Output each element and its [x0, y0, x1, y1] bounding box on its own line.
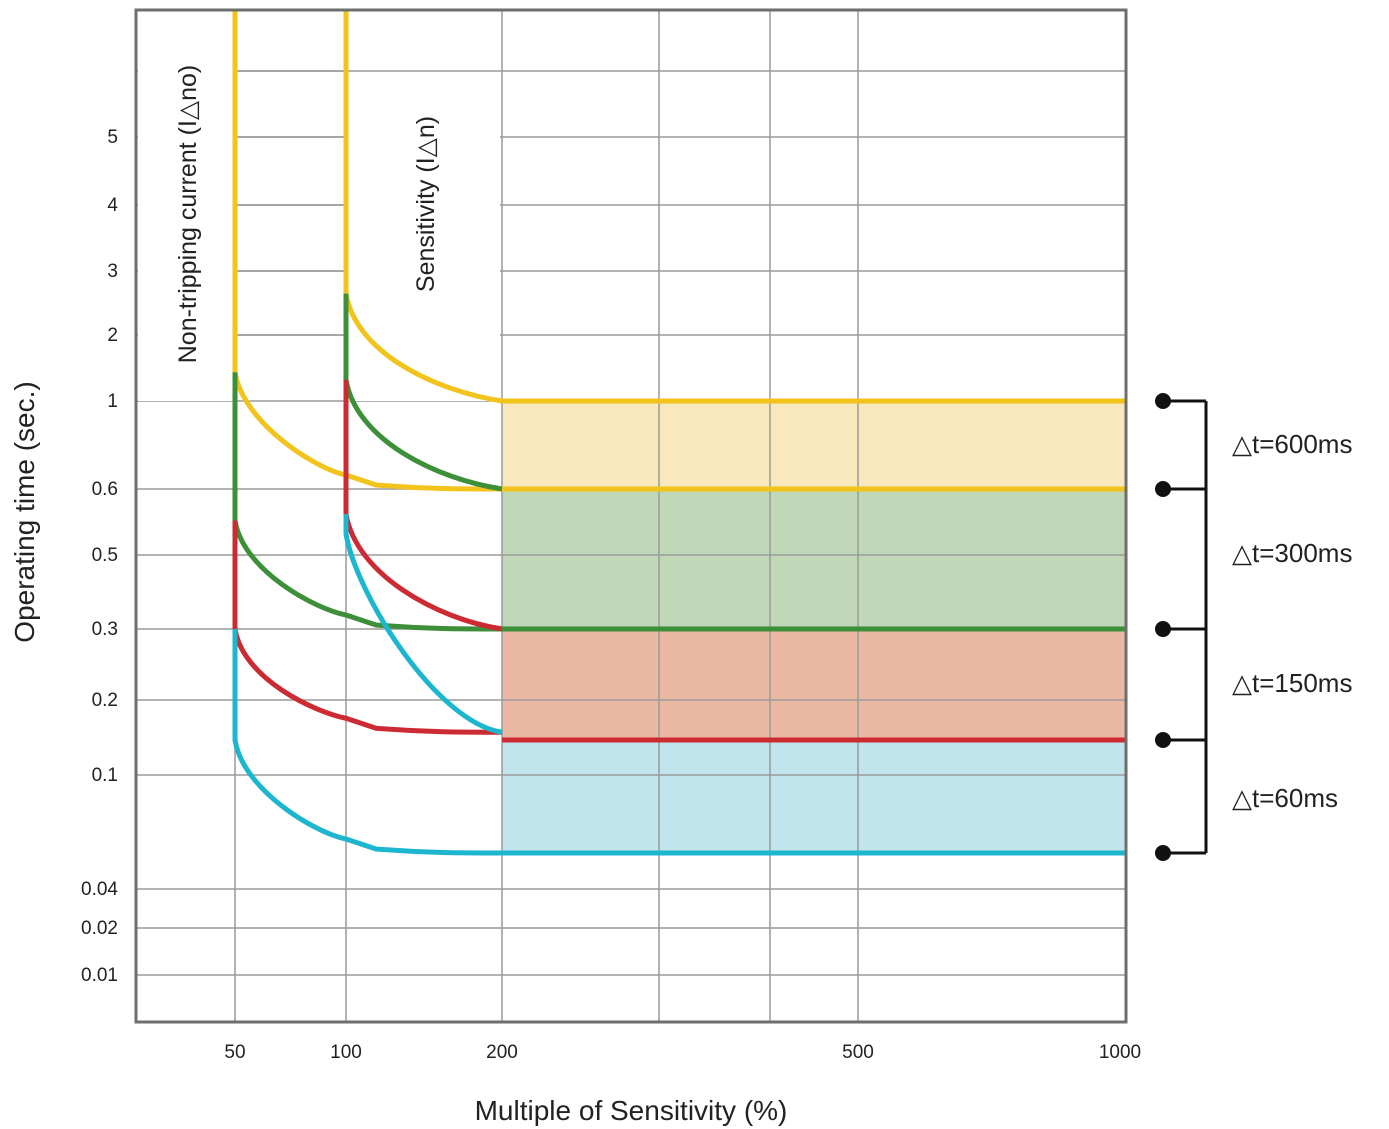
x-tick-label: 200	[486, 1042, 518, 1063]
y-tick-label: 0.1	[92, 765, 118, 786]
x-tick-label: 50	[224, 1042, 245, 1063]
non-tripping-annotation: Non-tripping current (I△no)	[174, 65, 202, 364]
delta-t-label: △t=300ms	[1232, 538, 1352, 568]
y-tick-label: 0.04	[81, 879, 118, 900]
x-tick-label: 100	[330, 1042, 362, 1063]
delta-t-label: △t=60ms	[1232, 783, 1338, 813]
y-axis-ticks: 5 4 3 2 1 0.6 0.5 0.3 0.2 0.1 0.04 0.02 0.01	[81, 127, 118, 986]
bracket-dot	[1155, 621, 1171, 637]
curve-sensitivity	[343, 513, 503, 735]
y-tick-label: 0.3	[92, 619, 118, 640]
delta-t-bracket	[1155, 393, 1208, 861]
bracket-dot	[1155, 732, 1171, 748]
delta-t-band	[502, 489, 1126, 629]
y-tick-label: 2	[107, 325, 118, 346]
delta-t-bands	[502, 401, 1126, 853]
curve-sensitivity	[343, 379, 503, 632]
x-axis-ticks: 50 100 200 500 1000	[224, 1042, 1141, 1063]
curve-non-tripping	[232, 520, 503, 735]
y-tick-label: 4	[107, 195, 118, 216]
tripping-curves	[232, 10, 1126, 856]
y-tick-label: 0.2	[92, 690, 118, 711]
delta-t-labels: △t=600ms △t=300ms △t=150ms △t=60ms	[1232, 429, 1352, 813]
bracket-dot	[1155, 481, 1171, 497]
y-tick-label: 5	[107, 127, 118, 148]
delta-t-band	[502, 401, 1126, 489]
y-tick-label: 0.6	[92, 479, 118, 500]
y-tick-label: 3	[107, 261, 118, 282]
x-tick-label: 1000	[1099, 1042, 1141, 1063]
bracket-dot	[1155, 393, 1171, 409]
delta-t-band	[502, 629, 1126, 740]
y-axis-title: Operating time (sec.)	[9, 381, 40, 642]
sensitivity-annotation: Sensitivity (I△n)	[412, 116, 440, 292]
delta-t-label: △t=600ms	[1232, 429, 1352, 459]
curve-non-tripping	[232, 629, 503, 856]
y-tick-label: 0.02	[81, 918, 118, 939]
delta-t-band	[502, 740, 1126, 853]
y-tick-label: 0.01	[81, 965, 118, 986]
bracket-dot	[1155, 845, 1171, 861]
annotation-zone-left	[138, 12, 235, 401]
x-axis-title: Multiple of Sensitivity (%)	[475, 1095, 788, 1126]
y-tick-label: 0.5	[92, 545, 118, 566]
curve-non-tripping	[232, 372, 503, 632]
y-tick-label: 1	[107, 391, 118, 412]
delta-t-label: △t=150ms	[1232, 668, 1352, 698]
plot-frame	[134, 8, 1128, 1024]
x-tick-label: 500	[842, 1042, 874, 1063]
curve-sensitivity	[343, 10, 503, 404]
curve-sensitivity	[343, 293, 503, 492]
